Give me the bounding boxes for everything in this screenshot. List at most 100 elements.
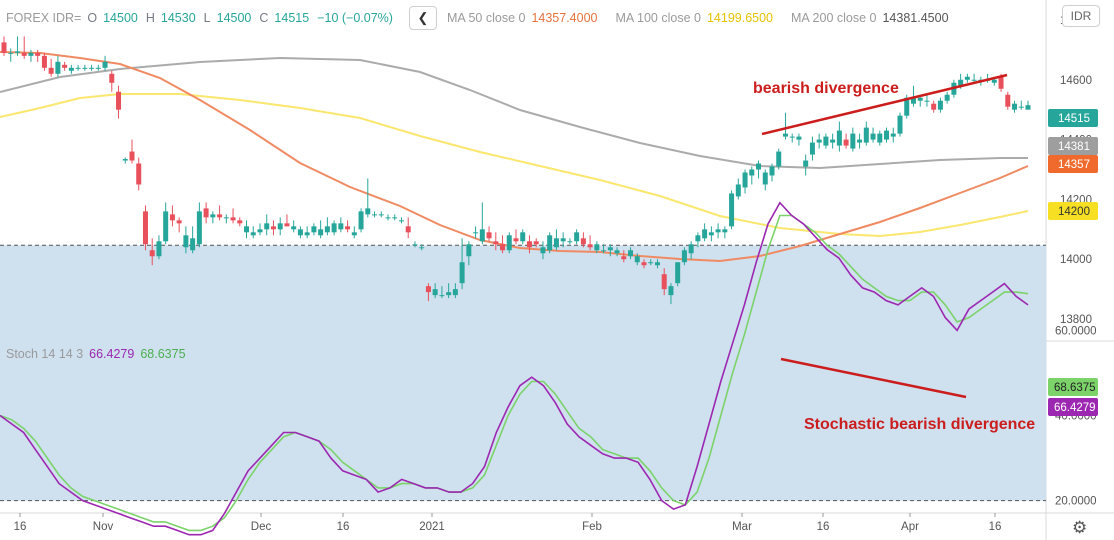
candle-body [749, 169, 755, 176]
candle-body [136, 163, 142, 185]
gear-icon[interactable]: ⚙ [1072, 518, 1088, 537]
x-tick-label: 2021 [419, 521, 445, 533]
candle-body [264, 223, 270, 230]
candle-body [890, 133, 896, 137]
ma50-line [0, 51, 1029, 263]
price-label-box [1048, 137, 1098, 155]
candle-body [567, 241, 573, 243]
stoch-tick-label: 20.0000 [1055, 496, 1097, 508]
candle-body [553, 238, 559, 248]
candle-body [863, 127, 869, 143]
candle-body [1018, 106, 1024, 108]
candle-body [358, 211, 364, 230]
candle-body [735, 184, 741, 197]
candle-body [62, 64, 68, 68]
candle-body [547, 235, 553, 251]
x-tick-label: Nov [93, 521, 114, 533]
candle-body [311, 226, 317, 233]
price-label-box [1048, 109, 1098, 127]
candle-body [89, 67, 95, 69]
candle-body [688, 244, 694, 254]
candle-body [857, 139, 863, 143]
stoch-label-box [1048, 378, 1098, 396]
ma200-label: MA 200 close 0 [791, 11, 877, 25]
price-label: 14357 [1058, 159, 1090, 171]
candle-body [661, 274, 667, 290]
ma50-value: 14357.4000 [531, 11, 598, 25]
candle-body [129, 151, 135, 161]
stoch-d-value: 68.6375 [140, 347, 186, 361]
candle-body [843, 139, 849, 146]
stoch-value-label: 66.4279 [1054, 402, 1096, 414]
candle-body [183, 235, 189, 248]
x-tick-label: 16 [817, 521, 830, 533]
candle-body [169, 214, 175, 221]
candle-body [991, 79, 997, 83]
candle-body [904, 97, 910, 116]
candle-body [628, 250, 634, 257]
price-label: 14515 [1058, 113, 1090, 125]
candle-body [230, 217, 236, 221]
open-value: 14500 [103, 11, 138, 25]
stoch-label: Stoch 14 14 3 [6, 347, 84, 361]
candle-body [910, 97, 916, 104]
candle-body [877, 133, 883, 143]
low-label: L [203, 11, 211, 25]
candle-body [614, 250, 620, 254]
candle-body [466, 244, 472, 257]
candle-body [486, 232, 492, 239]
candle-body [102, 61, 108, 68]
candle-body [82, 67, 88, 69]
candle-body [937, 100, 943, 110]
candle-body [297, 229, 303, 236]
candle-body [378, 214, 384, 216]
candle-body [742, 172, 748, 188]
candle-body [654, 262, 660, 266]
x-tick-label: Dec [251, 521, 272, 533]
candle-body [41, 55, 47, 68]
stoch-divergence-trendline [780, 357, 967, 399]
price-label-box [1048, 202, 1098, 220]
candle-body [816, 139, 822, 143]
candle-body [116, 91, 122, 110]
candle-body [109, 73, 115, 83]
candle-body [803, 160, 809, 167]
candle-body [163, 211, 169, 242]
candle-body [55, 61, 61, 74]
change-value: −10 (−0.07%) [317, 11, 393, 25]
candle-body [250, 232, 256, 236]
chart-header: FOREX IDR= O 14500 H 14530 L 14500 C 14515 −… [6, 6, 955, 30]
candle-body [176, 220, 182, 224]
chevron-left-icon[interactable]: ❮ [408, 6, 437, 30]
candle-body [580, 238, 586, 245]
candle-body [526, 241, 532, 248]
candle-body [870, 133, 876, 140]
x-tick-label: 16 [14, 521, 27, 533]
candle-body [789, 136, 795, 138]
candle-body [351, 232, 357, 236]
x-tick-label: Apr [901, 521, 919, 533]
candle-body [372, 214, 378, 216]
stoch-band [0, 245, 1046, 501]
candle-body [345, 226, 351, 230]
x-tick-label: 16 [989, 521, 1002, 533]
stoch-value-label: 68.6375 [1054, 382, 1096, 394]
candle-body [897, 115, 903, 134]
currency-button[interactable]: IDR [1062, 5, 1100, 27]
candle-body [149, 250, 155, 257]
candle-body [1, 42, 7, 53]
candle-body [14, 51, 20, 53]
close-label: C [259, 11, 269, 25]
candle-body [668, 286, 674, 296]
candle-body [756, 163, 762, 170]
candle-body [270, 226, 276, 230]
candle-body [648, 262, 654, 264]
candle-body [681, 250, 687, 263]
stoch-header: Stoch 14 14 3 66.4279 68.6375 [6, 347, 186, 361]
candle-body [237, 220, 243, 224]
y-tick-label: 14000 [1060, 254, 1092, 266]
stoch-tick-label: 60.0000 [1055, 325, 1097, 337]
candle-body [796, 136, 802, 140]
ma100-value: 14199.6500 [706, 11, 774, 25]
